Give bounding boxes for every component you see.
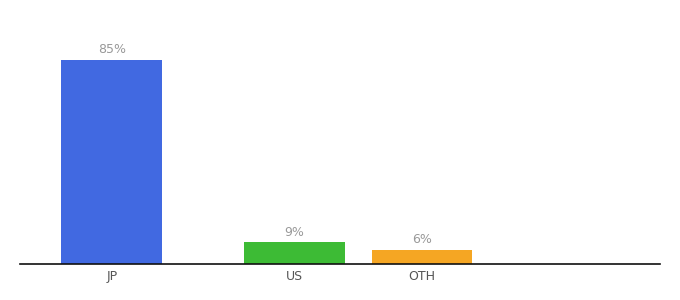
Bar (372, 250, 473, 264)
Text: 6%: 6% (412, 233, 432, 246)
Bar (244, 242, 345, 264)
Bar (61, 60, 162, 264)
Text: 9%: 9% (284, 226, 304, 239)
Text: 85%: 85% (98, 44, 126, 56)
